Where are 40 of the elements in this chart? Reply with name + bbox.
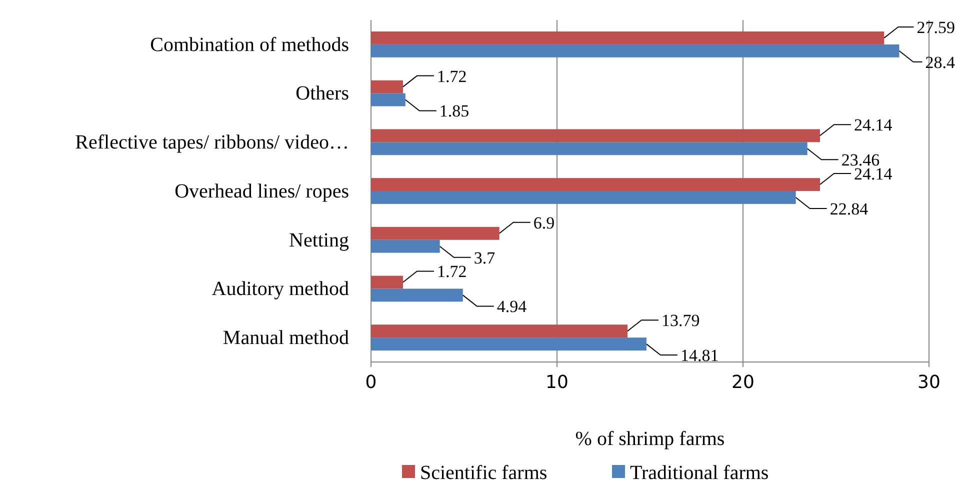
data-label: 3.7 — [474, 248, 496, 268]
bar — [371, 44, 900, 58]
data-label: 13.79 — [661, 311, 700, 330]
x-tick-label: 0 — [365, 372, 377, 393]
bar — [371, 129, 820, 142]
x-tick-label: 30 — [918, 372, 940, 393]
bar — [371, 338, 646, 351]
bar — [371, 31, 884, 44]
bar — [371, 142, 808, 156]
data-label: 22.84 — [830, 199, 869, 218]
bar — [371, 240, 440, 253]
bar — [371, 324, 628, 338]
legend-label: Traditional farms — [630, 462, 769, 484]
bar — [371, 93, 406, 106]
y-tick-label: Combination of methods — [150, 34, 350, 56]
bar — [371, 288, 463, 302]
legend-label: Scientific farms — [420, 462, 548, 484]
data-label: 1.85 — [439, 102, 470, 121]
bar — [371, 191, 796, 204]
data-label: 28.4 — [925, 52, 956, 72]
y-tick-label: Reflective tapes/ ribbons/ video… — [75, 132, 349, 154]
y-tick-label: Netting — [289, 229, 349, 252]
data-label: 14.81 — [680, 346, 719, 365]
data-label: 27.59 — [916, 18, 955, 37]
bar — [371, 80, 403, 94]
data-label: 1.72 — [436, 66, 467, 86]
bar — [371, 178, 820, 191]
y-tick-label: Others — [296, 82, 350, 105]
data-label: 24.14 — [854, 116, 893, 135]
bar — [371, 226, 500, 240]
y-tick-label: Auditory method — [212, 278, 349, 300]
x-axis-title: % of shrimp farms — [575, 428, 725, 450]
data-label: 1.72 — [436, 262, 467, 282]
bar — [371, 276, 403, 289]
y-tick-label: Manual method — [222, 326, 349, 349]
x-tick-label: 10 — [546, 372, 568, 393]
y-tick-label: Overhead lines/ ropes — [174, 180, 350, 202]
data-label: 4.94 — [496, 297, 528, 316]
data-label: 6.9 — [533, 213, 555, 232]
x-tick-label: 20 — [732, 372, 754, 393]
